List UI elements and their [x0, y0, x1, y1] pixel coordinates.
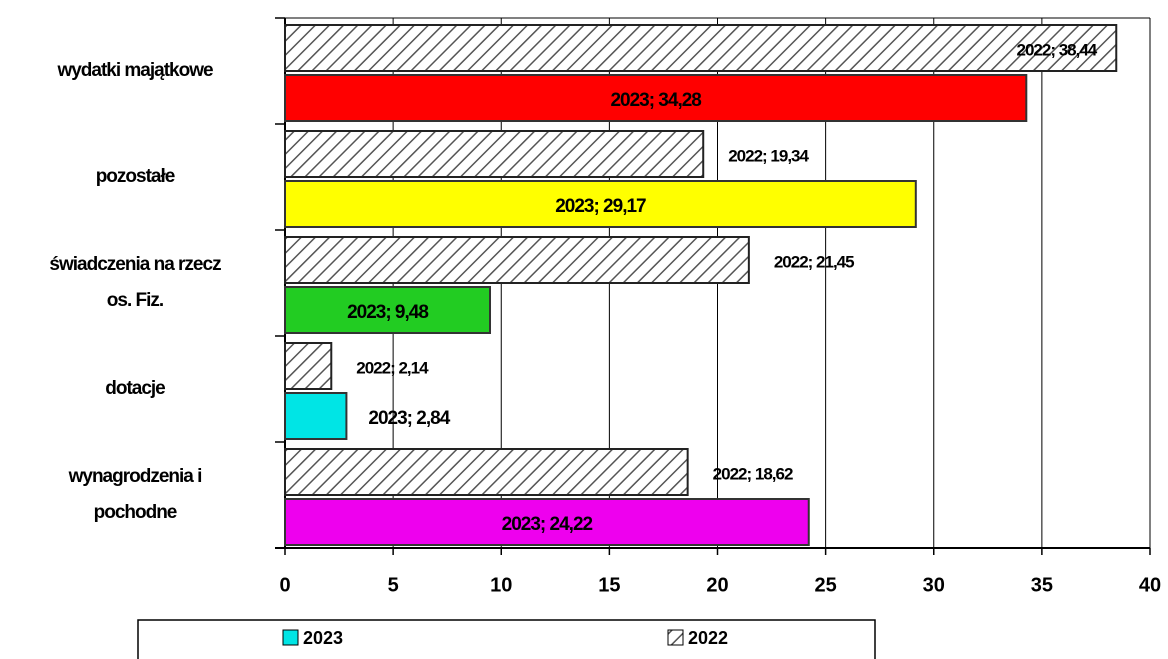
value-label: 2022; 21,45	[774, 252, 854, 271]
x-tick-label: 10	[490, 574, 512, 596]
category-label-line: pozostałe	[95, 166, 176, 187]
value-label: 2022; 2,14	[356, 358, 429, 377]
bar-2023	[284, 498, 810, 546]
category-label: dotacje	[0, 371, 270, 407]
legend-label: 2023	[303, 628, 343, 648]
bar-2023	[284, 74, 1028, 122]
value-label: 2022; 18,62	[713, 464, 793, 483]
legend-swatch	[282, 629, 299, 646]
category-label: wydatki majątkowe	[0, 53, 270, 89]
bar-2022	[284, 130, 705, 178]
value-label: 2022; 19,34	[728, 146, 809, 165]
bar-2022	[284, 24, 1118, 72]
x-tick-label: 30	[923, 574, 945, 596]
bar-2022	[284, 448, 689, 496]
category-label-line: pochodne	[93, 502, 178, 523]
bar-2023	[284, 286, 492, 334]
bar-2022	[284, 236, 750, 284]
legend-swatch	[667, 629, 684, 646]
category-label: pozostałe	[0, 159, 270, 195]
x-tick-label: 35	[1031, 574, 1053, 596]
category-label-line: dotacje	[105, 378, 166, 399]
value-label: 2023; 24,22	[502, 514, 593, 535]
legend-box	[137, 619, 876, 659]
bar-2023	[284, 180, 917, 228]
bar-2023	[284, 392, 348, 440]
category-label-line: świadczenia na rzecz	[49, 254, 221, 275]
x-tick-label: 20	[706, 574, 728, 596]
x-tick-label: 15	[598, 574, 620, 596]
value-label: 2023; 29,17	[555, 196, 646, 217]
category-label: wynagrodzenia i pochodne	[0, 459, 270, 531]
x-tick-label: 0	[279, 574, 290, 596]
x-tick-label: 40	[1139, 574, 1161, 596]
category-label: świadczenia na rzecz os. Fiz.	[0, 247, 270, 319]
value-label: 2023; 9,48	[347, 302, 428, 323]
x-tick-label: 5	[388, 574, 399, 596]
legend-label: 2022	[688, 628, 728, 648]
value-label: 2023; 2,84	[368, 408, 450, 429]
category-label-line: os. Fiz.	[106, 290, 164, 311]
x-tick-label: 25	[815, 574, 837, 596]
category-label-line: wydatki majątkowe	[57, 60, 213, 81]
bar-2022	[284, 342, 333, 390]
category-label-line: wynagrodzenia i	[68, 466, 203, 487]
value-label: 2023; 34,28	[610, 90, 701, 111]
value-label: 2022; 38,44	[1017, 40, 1098, 59]
